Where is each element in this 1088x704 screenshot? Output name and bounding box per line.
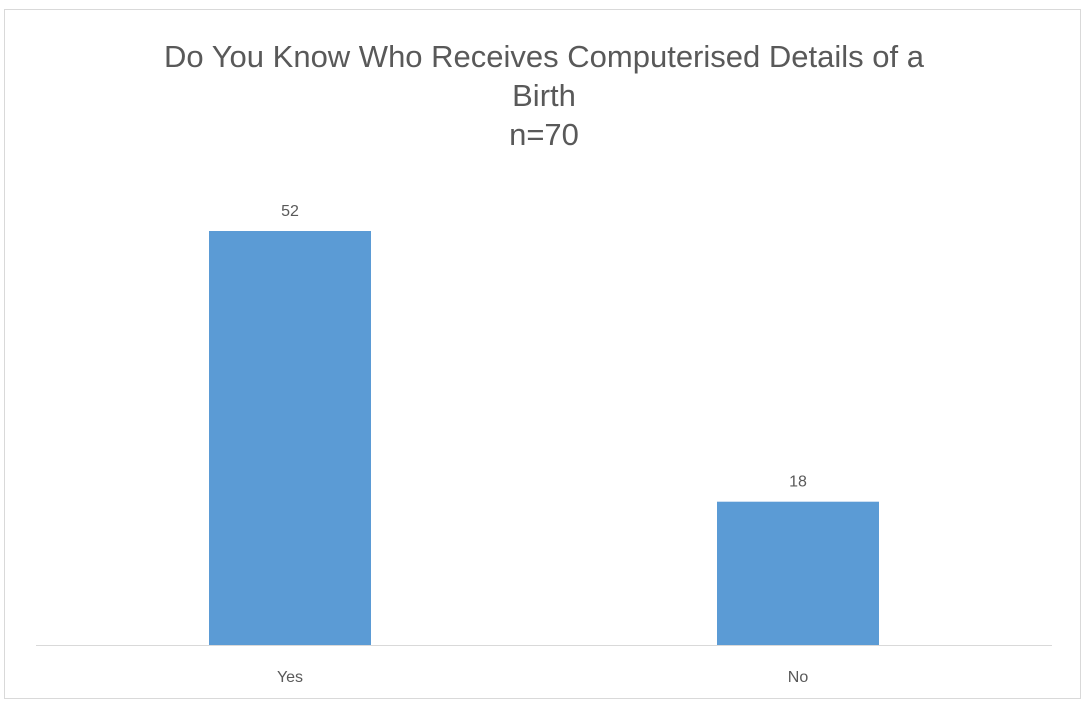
bar-yes bbox=[209, 231, 371, 645]
labels-layer: 52 Yes 18 No bbox=[277, 203, 808, 686]
chart-title: Do You Know Who Receives Computerised De… bbox=[0, 37, 1088, 154]
chart-title-line-1: Do You Know Who Receives Computerised De… bbox=[164, 39, 924, 74]
bar-no bbox=[717, 501, 879, 645]
chart-area bbox=[4, 9, 1081, 699]
x-tick-label-yes: Yes bbox=[277, 669, 303, 686]
chart-title-line-3: n=70 bbox=[509, 117, 579, 152]
data-label-no: 18 bbox=[789, 474, 807, 491]
x-tick-label-no: No bbox=[788, 669, 809, 686]
chart-title-line-2: Birth bbox=[512, 78, 576, 113]
data-label-yes: 52 bbox=[281, 203, 299, 220]
bars-layer bbox=[209, 231, 879, 645]
